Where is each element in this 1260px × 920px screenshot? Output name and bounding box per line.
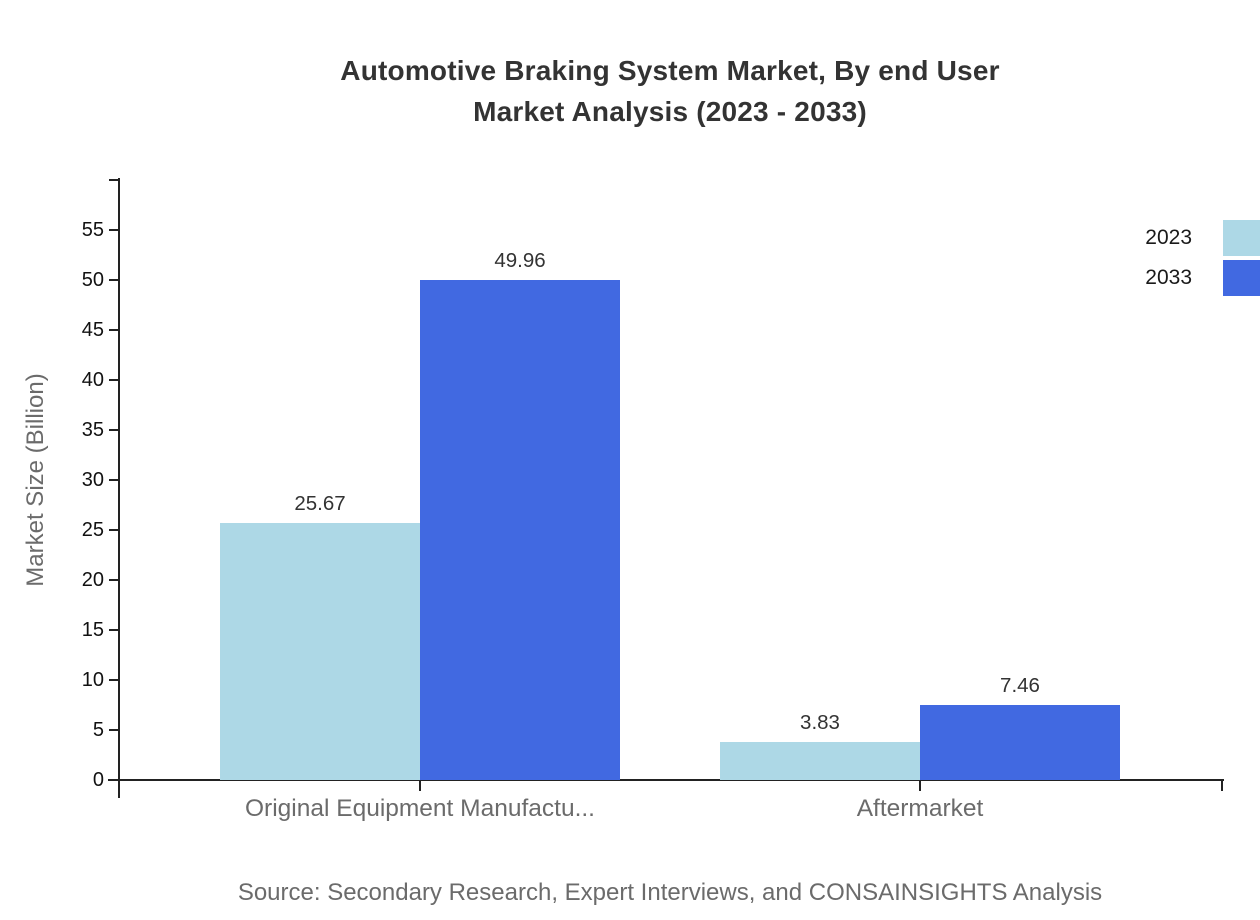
bar-value-label: 3.83 [800, 710, 840, 734]
y-axis-top-tick [109, 179, 118, 181]
y-tick-label: 40 [81, 369, 104, 391]
chart-title-line-1: Automotive Braking System Market, By end… [340, 55, 1000, 86]
y-tick [109, 779, 118, 781]
y-tick-label: 30 [81, 469, 104, 491]
legend: 2023 2033 [1145, 220, 1260, 300]
y-tick-label: 35 [81, 419, 104, 441]
source-attribution: Source: Secondary Research, Expert Inter… [237, 879, 1103, 906]
y-tick [109, 479, 118, 481]
legend-swatch-2023 [1223, 220, 1260, 256]
x-category-label: Aftermarket [856, 795, 984, 822]
bar-value-label: 25.67 [294, 492, 346, 516]
legend-item-2033: 2033 [1145, 260, 1260, 296]
x-category-tick [419, 780, 421, 791]
y-tick [109, 279, 118, 281]
y-tick-label: 25 [81, 519, 104, 541]
legend-label-2023: 2023 [1145, 226, 1192, 249]
bar-2023-oem [220, 523, 420, 780]
y-axis-line [118, 178, 120, 798]
y-tick [109, 579, 118, 581]
bar-2033-aftermarket [920, 705, 1120, 780]
bar-2023-aftermarket [720, 741, 920, 780]
x-axis-line [108, 779, 1224, 781]
y-tick-label: 50 [81, 269, 104, 291]
y-tick [109, 229, 118, 231]
y-tick [109, 429, 118, 431]
bar-value-label: 49.96 [494, 249, 546, 273]
bar-2033-oem [420, 280, 620, 780]
y-tick [109, 629, 118, 631]
x-category-label: Original Equipment Manufactu... [245, 795, 595, 822]
y-tick-label: 15 [81, 619, 104, 641]
y-tick [109, 679, 118, 681]
y-tick-label: 55 [81, 219, 104, 241]
chart-title: Automotive Braking System Market, By end… [80, 50, 1260, 132]
y-tick [109, 529, 118, 531]
y-tick [109, 329, 118, 331]
legend-item-2023: 2023 [1145, 220, 1260, 256]
y-tick-label: 45 [81, 319, 104, 341]
chart-title-line-2: Market Analysis (2023 - 2033) [473, 96, 867, 127]
legend-swatch-2033 [1223, 260, 1260, 296]
y-tick-label: 0 [92, 769, 104, 791]
y-tick-label: 10 [81, 669, 104, 691]
y-tick [109, 379, 118, 381]
x-category-tick [919, 780, 921, 791]
x-axis-end-tick [1221, 780, 1223, 791]
y-tick-label: 5 [92, 719, 104, 741]
bar-value-label: 7.46 [1000, 674, 1040, 698]
y-tick-label: 20 [81, 569, 104, 591]
legend-label-2033: 2033 [1145, 266, 1192, 289]
y-tick [109, 729, 118, 731]
